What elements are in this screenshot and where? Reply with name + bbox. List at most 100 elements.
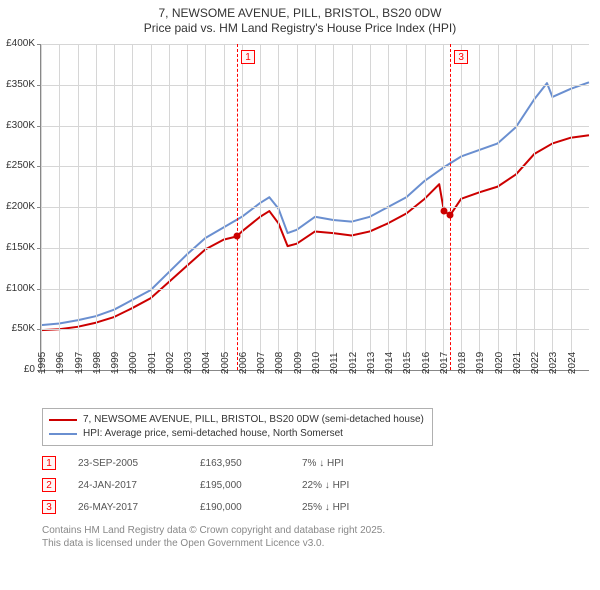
grid-line-v	[278, 44, 279, 370]
grid-line-v	[479, 44, 480, 370]
x-tick-label: 1999	[110, 352, 121, 374]
x-tick-label: 2000	[128, 352, 139, 374]
y-tick-label: £250K	[6, 160, 41, 171]
transaction-row: 1 23-SEP-2005 £163,950 7% ↓ HPI	[42, 452, 382, 474]
grid-line-v	[114, 44, 115, 370]
grid-line-v	[41, 44, 42, 370]
x-tick-label: 2013	[366, 352, 377, 374]
chart-plot-area: £0£50K£100K£150K£200K£250K£300K£350K£400…	[40, 44, 589, 371]
y-tick-label: £150K	[6, 242, 41, 253]
grid-line-v	[78, 44, 79, 370]
legend-item-hpi: HPI: Average price, semi-detached house,…	[49, 427, 424, 441]
y-tick-label: £400K	[6, 38, 41, 49]
x-tick-label: 2023	[548, 352, 559, 374]
title-line2: Price paid vs. HM Land Registry's House …	[0, 21, 600, 36]
x-tick-label: 2011	[329, 352, 340, 374]
grid-line-v	[187, 44, 188, 370]
grid-line-v	[169, 44, 170, 370]
transaction-row: 3 26-MAY-2017 £190,000 25% ↓ HPI	[42, 496, 382, 518]
legend-label: 7, NEWSOME AVENUE, PILL, BRISTOL, BS20 0…	[83, 413, 424, 427]
legend-label: HPI: Average price, semi-detached house,…	[83, 427, 343, 441]
transactions-table: 1 23-SEP-2005 £163,950 7% ↓ HPI 2 24-JAN…	[42, 452, 382, 518]
x-tick-label: 2003	[183, 352, 194, 374]
tx-diff: 7% ↓ HPI	[302, 458, 382, 469]
x-tick-label: 2002	[165, 352, 176, 374]
x-tick-label: 2024	[567, 352, 578, 374]
x-tick-label: 1996	[55, 352, 66, 374]
sale-point	[234, 233, 241, 240]
y-tick-label: £100K	[6, 283, 41, 294]
x-tick-label: 2010	[311, 352, 322, 374]
grid-line-v	[205, 44, 206, 370]
footer: Contains HM Land Registry data © Crown c…	[42, 524, 385, 550]
grid-line-v	[498, 44, 499, 370]
x-tick-label: 1995	[37, 352, 48, 374]
x-tick-label: 2014	[384, 352, 395, 374]
y-tick-label: £300K	[6, 120, 41, 131]
x-tick-label: 2005	[220, 352, 231, 374]
y-tick-label: £350K	[6, 79, 41, 90]
x-tick-label: 2007	[256, 352, 267, 374]
grid-line-v	[352, 44, 353, 370]
grid-line-v	[425, 44, 426, 370]
tx-marker-box: 1	[42, 456, 56, 470]
x-tick-label: 2020	[494, 352, 505, 374]
legend-swatch	[49, 433, 77, 435]
grid-line-v	[333, 44, 334, 370]
x-tick-label: 2006	[238, 352, 249, 374]
grid-line-v	[224, 44, 225, 370]
grid-line-v	[552, 44, 553, 370]
grid-line-v	[461, 44, 462, 370]
x-tick-label: 2001	[147, 352, 158, 374]
grid-line-v	[370, 44, 371, 370]
grid-line-v	[571, 44, 572, 370]
marker-box: 3	[454, 50, 468, 64]
x-tick-label: 2012	[348, 352, 359, 374]
grid-line-v	[388, 44, 389, 370]
grid-line-v	[242, 44, 243, 370]
grid-line-v	[315, 44, 316, 370]
grid-line-v	[297, 44, 298, 370]
x-tick-label: 2019	[475, 352, 486, 374]
legend-swatch	[49, 419, 77, 421]
tx-diff: 25% ↓ HPI	[302, 502, 382, 513]
tx-date: 24-JAN-2017	[78, 480, 178, 491]
grid-line-v	[406, 44, 407, 370]
legend-item-property: 7, NEWSOME AVENUE, PILL, BRISTOL, BS20 0…	[49, 413, 424, 427]
title-line1: 7, NEWSOME AVENUE, PILL, BRISTOL, BS20 0…	[0, 6, 600, 21]
marker-line	[450, 44, 451, 370]
tx-price: £195,000	[200, 480, 280, 491]
y-tick-label: £200K	[6, 201, 41, 212]
grid-line-v	[534, 44, 535, 370]
footer-line2: This data is licensed under the Open Gov…	[42, 537, 385, 550]
x-tick-label: 2022	[530, 352, 541, 374]
x-tick-label: 2017	[439, 352, 450, 374]
x-tick-label: 2015	[402, 352, 413, 374]
x-tick-label: 1997	[74, 352, 85, 374]
x-tick-label: 2004	[201, 352, 212, 374]
x-tick-label: 1998	[92, 352, 103, 374]
tx-date: 23-SEP-2005	[78, 458, 178, 469]
footer-line1: Contains HM Land Registry data © Crown c…	[42, 524, 385, 537]
sale-point	[447, 212, 454, 219]
grid-line-v	[151, 44, 152, 370]
x-tick-label: 2016	[421, 352, 432, 374]
tx-price: £190,000	[200, 502, 280, 513]
x-tick-label: 2018	[457, 352, 468, 374]
x-tick-label: 2009	[293, 352, 304, 374]
x-tick-label: 2021	[512, 352, 523, 374]
tx-price: £163,950	[200, 458, 280, 469]
x-tick-label: 2008	[274, 352, 285, 374]
grid-line-v	[260, 44, 261, 370]
tx-marker-box: 2	[42, 478, 56, 492]
grid-line-v	[59, 44, 60, 370]
transaction-row: 2 24-JAN-2017 £195,000 22% ↓ HPI	[42, 474, 382, 496]
grid-line-v	[516, 44, 517, 370]
tx-date: 26-MAY-2017	[78, 502, 178, 513]
chart-title: 7, NEWSOME AVENUE, PILL, BRISTOL, BS20 0…	[0, 0, 600, 36]
grid-line-v	[132, 44, 133, 370]
page: 7, NEWSOME AVENUE, PILL, BRISTOL, BS20 0…	[0, 0, 600, 590]
grid-line-v	[96, 44, 97, 370]
tx-marker-box: 3	[42, 500, 56, 514]
marker-box: 1	[241, 50, 255, 64]
